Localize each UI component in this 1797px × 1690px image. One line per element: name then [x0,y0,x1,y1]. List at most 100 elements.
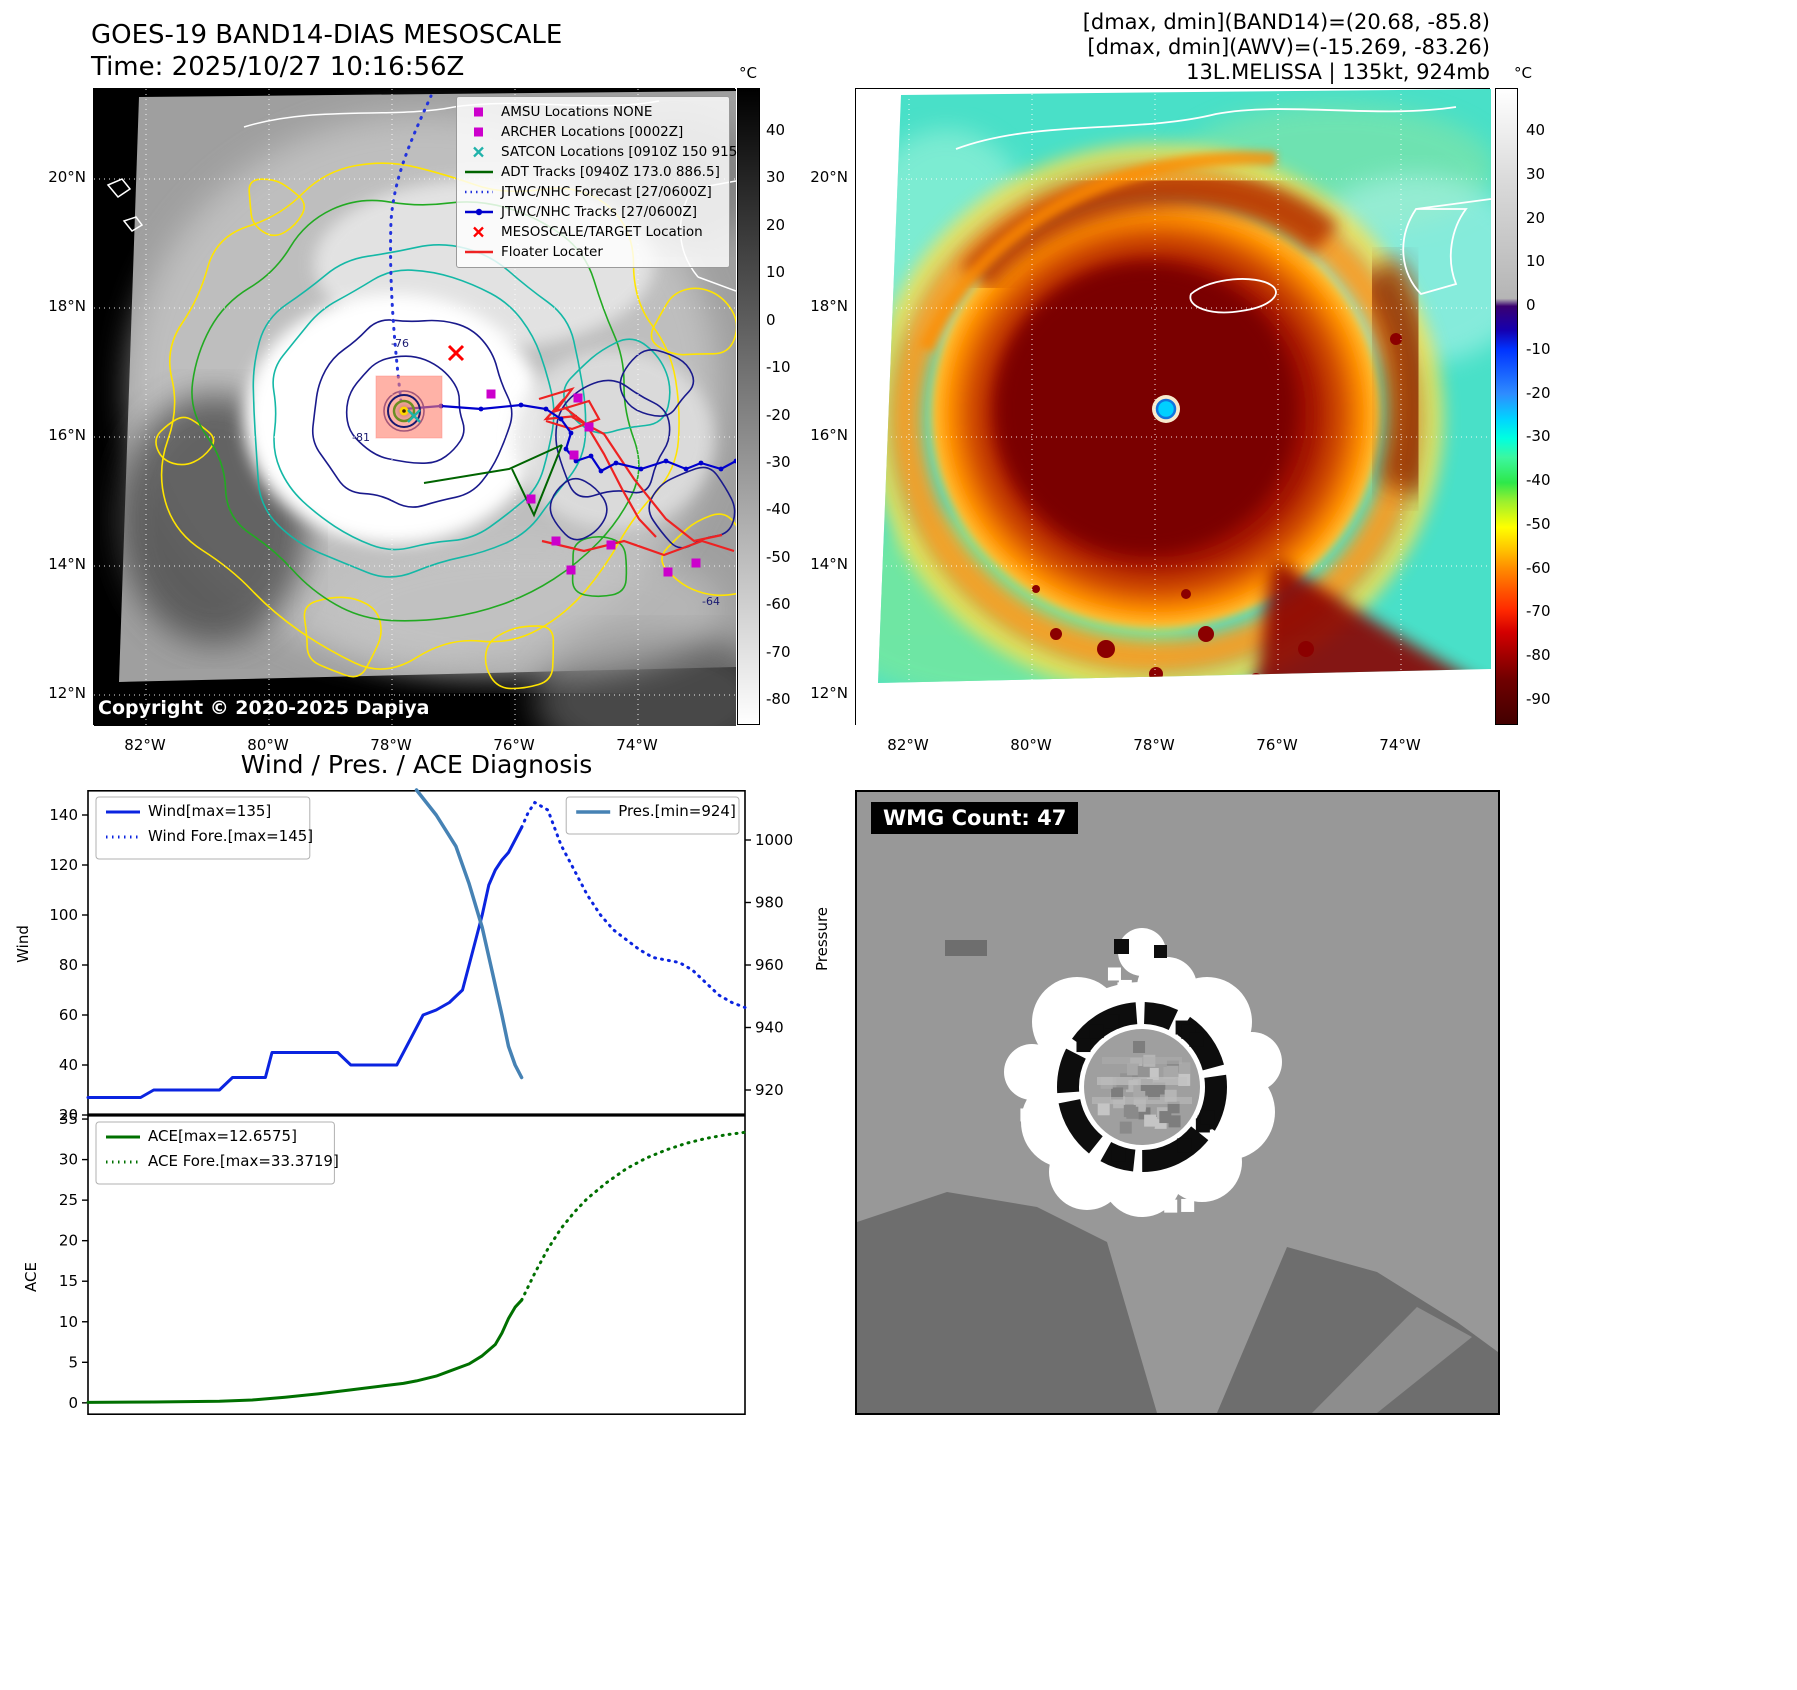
mesoscale-target-x-icon [447,344,465,362]
band14-lon-tick: 78°W [370,736,412,754]
y-tick-label: 100 [49,906,78,924]
awv-lon-tick: 82°W [887,736,929,754]
band14-lon-tick: 74°W [616,736,658,754]
series-wind-max-135- [86,826,524,1099]
awv-colorbar-tick: -80 [1526,646,1551,665]
band14-colorbar-tick: 10 [766,263,786,282]
wmg-count-label: WMG Count: 47 [871,802,1079,834]
wmg-eye-blob [1004,928,1282,1217]
awv-lon-tick: 76°W [1256,736,1298,754]
legend-entry-label: Pres.[min=924] [618,802,736,820]
y-tick-label: 20 [59,1232,78,1250]
band14-time: Time: 2025/10/27 10:16:56Z [91,52,465,82]
band14-colorbar-tick: 0 [766,310,776,329]
y-tick-label: 0 [68,1394,78,1412]
svg-text:-81: -81 [352,431,370,444]
jtwc-track [401,402,736,474]
y-tick-label: 120 [49,856,78,874]
adt-track [423,444,563,518]
series-ace-fore-max-33-3719- [520,1130,747,1302]
band14-map-panel: -76 -81 -64 AMSU Locations NONE ARCHER Loca… [93,88,743,726]
awv-colorbar-tick: -50 [1526,514,1551,533]
legend-square-icon [464,105,494,119]
awv-header-line3: 13L.MELISSA | 135kt, 924mb [1186,60,1490,84]
wmg-image [857,792,1498,1413]
legend-item-label: JTWC/NHC Tracks [27/0600Z] [501,204,698,220]
awv-lon-tick: 80°W [1010,736,1052,754]
awv-satellite-image [856,89,1491,726]
band14-colorbar-tick: -70 [766,642,791,661]
awv-colorbar-tick: -60 [1526,558,1551,577]
archer-amsu-markers [486,389,701,577]
chart-legend: ACE[max=12.6575] ACE Fore.[max=33.3719] [95,1121,339,1185]
awv-colorbar-tick: -30 [1526,427,1551,446]
legend-item: JTWC/NHC Tracks [27/0600Z] [464,202,722,222]
legend-item: JTWC/NHC Forecast [27/0600Z] [464,182,722,202]
legend-line-icon [464,165,494,179]
y2-tick-label: 980 [755,894,784,912]
y-tick-label: 15 [59,1272,78,1290]
band14-colorbar-tick: 30 [766,168,786,187]
legend-square-icon [464,125,494,139]
band14-colorbar-tick: -40 [766,500,791,519]
awv-colorbar-tick: 10 [1526,252,1546,271]
y-tick-label: 20 [59,1106,78,1124]
series-wind-fore-max-145- [520,801,747,1009]
awv-header-line2: [dmax, dmin](AWV)=(-15.269, -83.26) [1087,35,1490,59]
awv-storm-eye [1152,395,1180,423]
band14-lat-tick: 14°N [48,555,86,573]
awv-header: [dmax, dmin](BAND14)=(20.68, -85.8) [dma… [1000,10,1490,85]
awv-lon-tick: 74°W [1379,736,1421,754]
y2-tick-label: 920 [755,1081,784,1099]
legend-item-label: MESOSCALE/TARGET Location [501,224,703,240]
band14-colorbar-tick: -20 [766,405,791,424]
wind-pressure-chart: 20 40 60 80 100 120 140 920 940 960 980 1000 Wind[ma… [49,788,793,1124]
legend-entry-label: ACE Fore.[max=33.3719] [148,1152,339,1170]
y-tick-label: 10 [59,1313,78,1331]
legend-x-icon [464,145,494,159]
y-tick-label: 35 [59,1110,78,1128]
satcon-x-icon [407,409,421,423]
awv-colorbar-tick: 40 [1526,121,1546,139]
legend-item-label: ADT Tracks [0940Z 173.0 886.5] [501,164,720,180]
awv-lat-tick: 12°N [810,684,848,702]
y2-tick-label: 1000 [755,831,793,849]
awv-colorbar-tick: -20 [1526,383,1551,402]
legend-item: AMSU Locations NONE [464,102,722,122]
band14-map-legend: AMSU Locations NONE ARCHER Locations [000… [456,96,743,268]
legend-entry-label: Wind[max=135] [148,802,271,820]
legend-x-icon [464,225,494,239]
legend-item-label: JTWC/NHC Forecast [27/0600Z] [501,184,712,200]
legend-item-label: Floater Locater [501,244,603,260]
legend-item-label: SATCON Locations [0910Z 150 915] [501,144,743,160]
band14-colorbar [737,88,760,725]
diagnosis-title: Wind / Pres. / ACE Diagnosis [240,750,593,779]
wmg-stripe [1312,1307,1472,1413]
hurricane-cloud-mass [878,143,1491,683]
awv-header-line1: [dmax, dmin](BAND14)=(20.68, -85.8) [1082,10,1490,34]
legend-item-label: ARCHER Locations [0002Z] [501,124,684,140]
band14-lat-tick: 12°N [48,684,86,702]
band14-lat-tick: 18°N [48,297,86,315]
awv-colorbar-tick: -90 [1526,690,1551,708]
legend-line-dot-icon [464,205,494,219]
legend-entry-label: ACE[max=12.6575] [148,1127,297,1145]
band14-colorbar-tick: 40 [766,121,786,139]
legend-item: ADT Tracks [0940Z 173.0 886.5] [464,162,722,182]
storm-eye-marker [387,394,421,428]
awv-colorbar-tick: 20 [1526,208,1546,227]
series-pres-min-924- [414,788,524,1080]
legend-entry-label: Wind Fore.[max=145] [148,827,313,845]
awv-colorbar-tick: -10 [1526,339,1551,358]
awv-lat-tick: 16°N [810,426,848,444]
chart-legend: Pres.[min=924] [565,796,740,835]
svg-text:-76: -76 [391,337,409,350]
contour-value-labels: -76 -81 -64 [352,337,720,608]
legend-item: ARCHER Locations [0002Z] [464,122,722,142]
y-tick-label: 30 [59,1151,78,1169]
floater-lines [538,386,735,557]
band14-lon-tick: 82°W [124,736,166,754]
y2-tick-label: 940 [755,1019,784,1037]
target-box [375,375,443,439]
